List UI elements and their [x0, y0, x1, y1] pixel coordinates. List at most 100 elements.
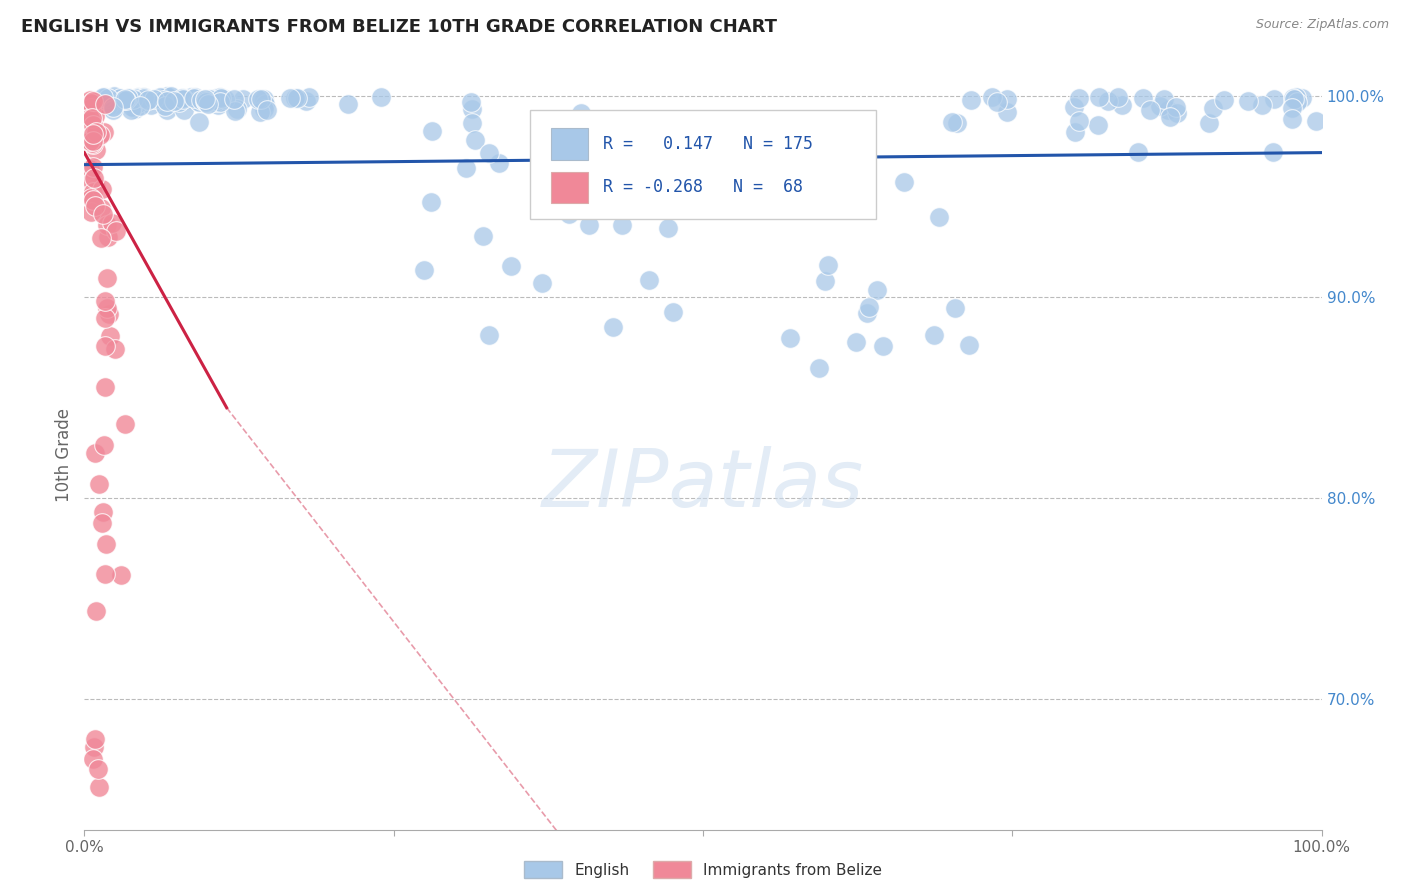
Point [1281, 112, 1303, 126]
Point [657, 220, 679, 235]
Point [82, 160, 104, 174]
Legend: English, Immigrants from Belize: English, Immigrants from Belize [517, 855, 889, 884]
Point [591, 190, 613, 204]
Point [585, 149, 607, 163]
Point [94, 310, 117, 325]
Point [254, 97, 277, 112]
Point [278, 91, 301, 105]
Point [117, 90, 139, 104]
Point [1107, 90, 1129, 104]
Point [370, 90, 392, 104]
Point [83, 108, 105, 122]
Point [172, 91, 194, 105]
Point [461, 116, 484, 130]
Point [922, 327, 945, 342]
Point [959, 93, 981, 107]
Point [80, 102, 103, 116]
Point [558, 206, 581, 220]
Point [1282, 92, 1305, 106]
Point [249, 104, 271, 119]
Point [132, 89, 155, 103]
Point [686, 168, 709, 182]
Point [93, 89, 115, 103]
Point [1286, 95, 1309, 109]
Point [159, 89, 181, 103]
Point [1139, 103, 1161, 117]
Point [118, 91, 141, 105]
Point [204, 95, 226, 110]
Point [638, 273, 661, 287]
Point [1202, 101, 1225, 115]
Point [454, 161, 477, 176]
Point [226, 102, 249, 116]
Point [1291, 91, 1313, 105]
Point [134, 90, 156, 104]
Point [79, 111, 101, 125]
Point [80, 174, 103, 188]
Point [853, 194, 876, 208]
Point [87, 762, 110, 776]
Point [156, 95, 179, 109]
Point [115, 94, 138, 108]
Point [80, 189, 103, 203]
Point [957, 337, 980, 351]
Point [578, 218, 600, 232]
Point [461, 102, 484, 116]
Point [769, 168, 792, 182]
Point [83, 740, 105, 755]
Point [488, 156, 510, 170]
Point [156, 89, 179, 103]
Point [610, 218, 633, 232]
Point [114, 92, 136, 106]
Point [96, 301, 118, 316]
Point [110, 568, 132, 582]
Point [83, 199, 105, 213]
Point [872, 339, 894, 353]
Point [121, 93, 143, 107]
Point [124, 102, 146, 116]
Point [569, 106, 592, 120]
Point [472, 229, 495, 244]
Point [97, 91, 120, 105]
Point [108, 91, 131, 105]
Point [866, 283, 889, 297]
Point [184, 90, 207, 104]
Point [1063, 125, 1085, 139]
Point [224, 104, 246, 119]
Point [807, 361, 830, 376]
Point [1198, 116, 1220, 130]
Point [89, 128, 111, 142]
Point [986, 95, 1008, 109]
Point [79, 136, 101, 150]
Point [1237, 94, 1260, 108]
Point [184, 94, 207, 108]
Point [209, 90, 232, 104]
Point [995, 105, 1018, 120]
Point [135, 92, 157, 106]
Point [1157, 103, 1180, 117]
Point [93, 293, 115, 308]
Point [214, 92, 236, 106]
Point [1263, 92, 1285, 106]
Bar [551, 171, 588, 203]
Point [79, 134, 101, 148]
Point [96, 218, 118, 232]
Point [1087, 118, 1109, 132]
Point [98, 329, 121, 343]
Point [79, 191, 101, 205]
Point [200, 92, 222, 106]
Point [204, 91, 226, 105]
Point [1132, 90, 1154, 104]
Point [121, 100, 143, 114]
Point [1067, 91, 1090, 105]
Point [824, 147, 846, 161]
Point [981, 89, 1004, 103]
Point [247, 92, 270, 106]
Point [478, 328, 501, 343]
Point [152, 93, 174, 107]
Point [97, 307, 120, 321]
FancyBboxPatch shape [530, 111, 876, 219]
Point [134, 91, 156, 105]
Point [232, 91, 254, 105]
Text: R =   0.147   N = 175: R = 0.147 N = 175 [603, 135, 813, 153]
